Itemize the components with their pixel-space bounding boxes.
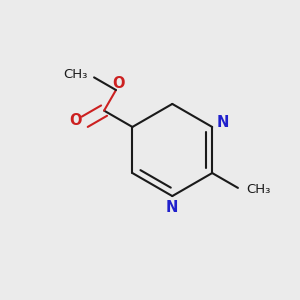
Text: CH₃: CH₃ [63,68,88,81]
Text: O: O [70,113,82,128]
Text: N: N [166,200,178,215]
Text: O: O [113,76,125,91]
Text: CH₃: CH₃ [246,183,271,196]
Text: N: N [216,115,229,130]
